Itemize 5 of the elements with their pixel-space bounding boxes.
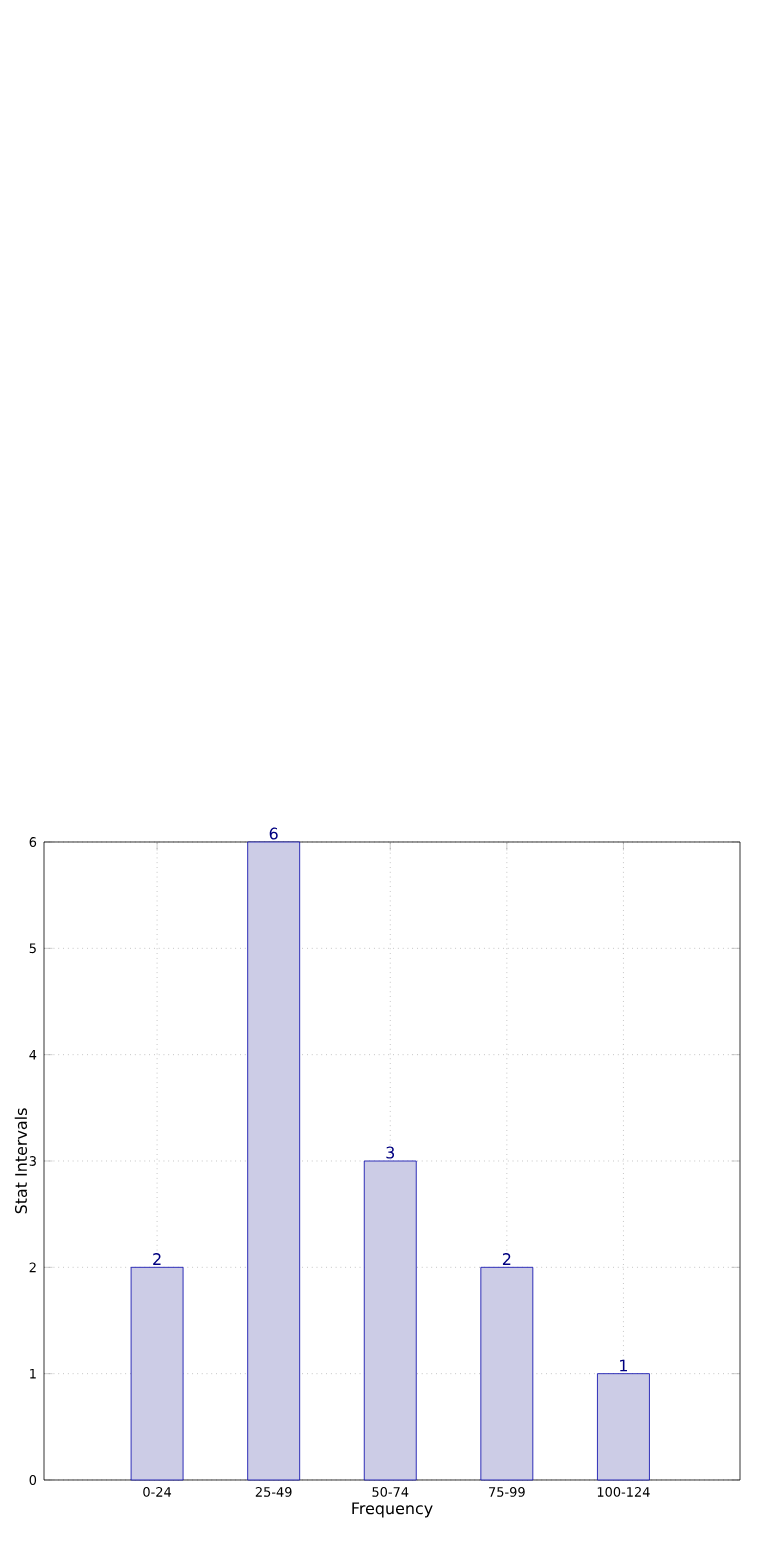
bar [597,1373,650,1481]
bar [363,1160,417,1481]
bar [130,1266,184,1481]
bar [480,1266,534,1481]
bar [247,841,301,1481]
